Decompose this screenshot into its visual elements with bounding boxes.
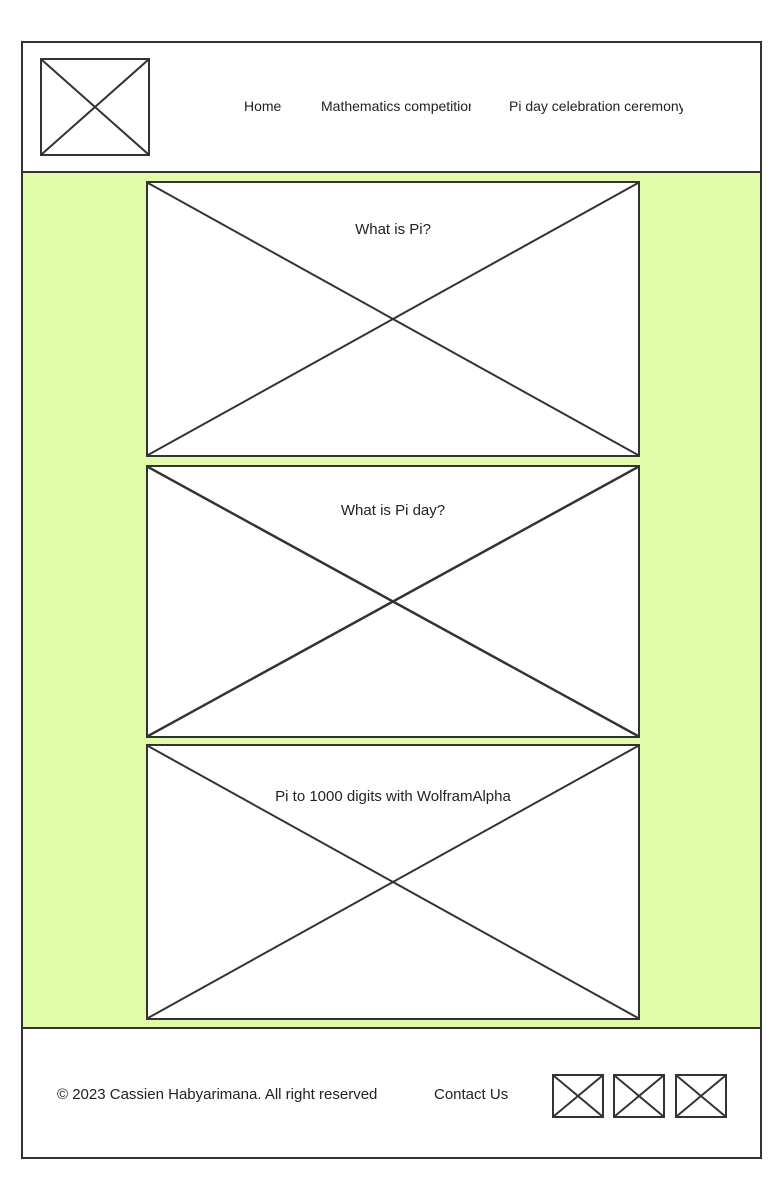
copyright-text: © 2023 Cassien Habyarimana. All right re… — [57, 1086, 378, 1103]
card-what-is-pi[interactable]: What is Pi? — [146, 181, 640, 457]
site-header: Home Mathematics competition Pi day cele… — [23, 43, 760, 173]
page-frame: Home Mathematics competition Pi day cele… — [21, 41, 762, 1159]
card-title: What is Pi? — [355, 221, 431, 238]
card-pi-1000-digits[interactable]: Pi to 1000 digits with WolframAlpha — [146, 744, 640, 1020]
placeholder-cross-icon — [42, 60, 148, 154]
nav-link-home[interactable]: Home — [244, 98, 282, 114]
card-title: Pi to 1000 digits with WolframAlpha — [275, 788, 511, 805]
card-what-is-pi-day[interactable]: What is Pi day? — [146, 465, 640, 738]
social-placeholder-icon[interactable] — [675, 1074, 727, 1118]
main-content: What is Pi? What is Pi day? Pi to 1000 d… — [23, 173, 760, 1029]
placeholder-cross-icon — [148, 183, 638, 455]
placeholder-cross-icon — [148, 746, 638, 1018]
placeholder-cross-icon — [677, 1076, 725, 1116]
site-footer: © 2023 Cassien Habyarimana. All right re… — [23, 1029, 760, 1157]
placeholder-cross-icon — [615, 1076, 663, 1116]
social-placeholder-icon[interactable] — [613, 1074, 665, 1118]
contact-us-link[interactable]: Contact Us — [434, 1086, 509, 1103]
nav-link-pi-day-celebration[interactable]: Pi day celebration ceremony — [509, 98, 683, 114]
placeholder-cross-icon — [148, 467, 638, 736]
nav-link-mathematics-competition[interactable]: Mathematics competition — [321, 98, 471, 114]
placeholder-cross-icon — [554, 1076, 602, 1116]
logo-placeholder-icon[interactable] — [40, 58, 150, 156]
card-title: What is Pi day? — [340, 502, 446, 519]
social-placeholder-icon[interactable] — [552, 1074, 604, 1118]
